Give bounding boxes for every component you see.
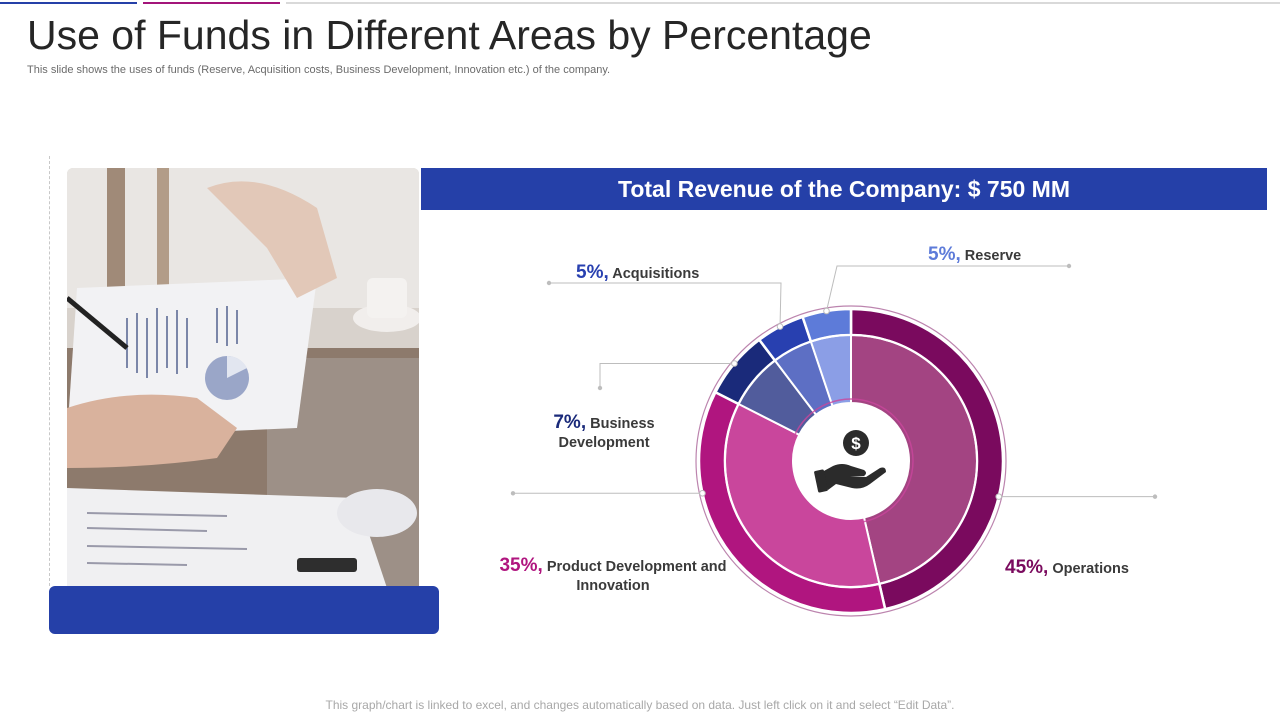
cuff-shape (814, 469, 828, 493)
label-product-name-1: Product Development and (546, 559, 727, 575)
leader-acquisitions-anchor (776, 323, 784, 330)
label-reserve-pct: 5%, (928, 244, 961, 265)
page-title: Use of Funds in Different Areas by Perce… (27, 12, 872, 58)
label-acquisitions-pct: 5%, (576, 262, 609, 283)
leader-operations-anchor (995, 493, 1003, 500)
label-operations: 45%, Operations (1005, 557, 1129, 579)
label-operations-name: Operations (1052, 561, 1129, 577)
revenue-banner: Total Revenue of the Company: $ 750 MM (421, 168, 1267, 210)
leader-acquisitions-line (549, 282, 782, 327)
top-accent-bar-magenta (143, 2, 280, 4)
leader-business-line (599, 363, 735, 388)
leader-product-end (510, 491, 516, 496)
leader-acquisitions-end (546, 280, 552, 286)
coin-shape (843, 430, 869, 456)
hand-holding-dollar-icon: $ (814, 430, 886, 493)
label-business-name-1: Business (590, 416, 655, 432)
leader-operations-end (1152, 494, 1158, 499)
footer-note: This graph/chart is linked to excel, and… (325, 698, 955, 712)
label-reserve-name: Reserve (964, 248, 1022, 264)
label-product-pct: 35%, (499, 555, 543, 576)
leader-business-end (597, 385, 603, 391)
label-business-pct: 7%, (553, 412, 587, 433)
photo-caption-bar (49, 586, 439, 634)
top-accent-bar-gray (286, 2, 1280, 4)
donut-hole (793, 403, 909, 519)
label-acquisitions-name: Acquisitions (612, 266, 700, 282)
donut-inner-outline (788, 398, 914, 524)
leader-reserve-line (826, 265, 1069, 312)
label-operations-pct: 45%, (1005, 557, 1049, 578)
leader-product-anchor (699, 489, 706, 497)
leader-reserve-end (1066, 263, 1072, 269)
label-reserve: 5%, Reserve (928, 244, 1021, 266)
label-business-development: 7%, Business Development (540, 413, 668, 453)
office-documents-photo (67, 168, 419, 588)
revenue-banner-text: Total Revenue of the Company: $ 750 MM (618, 175, 1070, 202)
dollar-sign-glyph: $ (851, 434, 861, 453)
hand-shape (822, 464, 886, 490)
label-acquisitions: 5%, Acquisitions (576, 262, 699, 284)
dashed-divider (49, 156, 50, 586)
page-subtitle: This slide shows the uses of funds (Rese… (27, 64, 611, 76)
label-product-name-2: Innovation (576, 578, 650, 594)
label-business-name-2: Development (558, 435, 650, 451)
leader-business-anchor (731, 360, 738, 367)
photo-illustration (67, 168, 419, 588)
leader-reserve-anchor (823, 307, 830, 315)
donut-ring-separator (724, 334, 978, 588)
top-accent-bar-blue (0, 2, 137, 4)
label-product-development: 35%, Product Development and Innovation (492, 556, 734, 596)
donut-outer-outline (695, 305, 1007, 617)
